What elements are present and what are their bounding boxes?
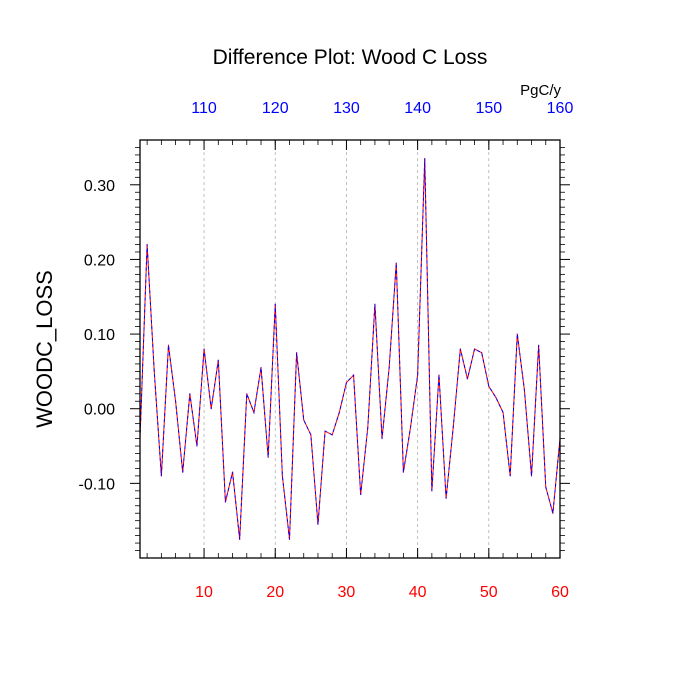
data-point: [288, 538, 291, 540]
series-line-blue: [139, 158, 561, 540]
data-point: [502, 411, 504, 414]
data-point: [189, 393, 191, 395]
data-point: [253, 411, 255, 414]
x-tick-label-top-150: 150: [475, 100, 502, 117]
data-point: [538, 344, 540, 346]
y-tick-label: 0.00: [84, 402, 115, 419]
data-point: [196, 445, 198, 447]
data-point: [481, 352, 483, 354]
series-lines: [139, 158, 561, 540]
data-point: [324, 430, 326, 432]
data-point: [153, 370, 155, 372]
data-point: [331, 434, 333, 436]
data-point: [239, 538, 241, 540]
data-point: [174, 400, 177, 402]
data-point: [260, 367, 262, 369]
x-tick-label-bottom-10: 10: [195, 584, 213, 601]
x-tick-label-top-110: 110: [191, 100, 217, 117]
data-point: [395, 262, 397, 264]
data-point: [274, 303, 276, 305]
x-tick-label-top-140: 140: [404, 100, 431, 117]
data-point: [424, 158, 426, 160]
data-point: [452, 426, 454, 428]
axis-tick-labels: 10 20 30 40 50 60 110 120 130 140 150 160 -0.10 0.00 0…: [79, 100, 574, 601]
data-point: [224, 501, 227, 503]
data-point: [473, 348, 476, 350]
x-tick-label-top-120: 120: [262, 100, 289, 117]
chart-title: Difference Plot: Wood C Loss: [213, 46, 488, 69]
data-point: [438, 374, 440, 376]
data-point: [552, 512, 554, 514]
data-point: [409, 426, 412, 428]
data-point: [310, 434, 312, 436]
data-point: [167, 344, 170, 346]
data-point: [360, 493, 362, 496]
x-tick-label-bottom-30: 30: [338, 584, 356, 601]
data-point: [417, 374, 419, 376]
data-point: [267, 456, 269, 458]
x-tick-label-top-130: 130: [333, 100, 360, 117]
y-tick-label: 0.30: [84, 178, 115, 195]
data-point: [431, 490, 433, 492]
grid-lines: [203, 140, 490, 558]
data-point: [402, 471, 404, 473]
y-tick-label: 0.20: [84, 252, 115, 269]
data-point: [345, 381, 348, 384]
plot-frame: [139, 139, 561, 559]
data-point: [509, 475, 511, 477]
data-point: [516, 333, 518, 335]
data-point: [303, 419, 305, 421]
data-point: [203, 348, 205, 350]
y-tick-label: -0.10: [79, 476, 116, 493]
data-point: [545, 486, 547, 488]
x-tick-label-top-160: 160: [547, 100, 574, 117]
data-point: [367, 426, 369, 428]
data-point: [217, 359, 219, 361]
data-point: [374, 303, 376, 305]
units-label: PgC/y: [520, 82, 561, 99]
y-axis-label: WOODC_LOSS: [32, 270, 57, 428]
x-tick-label-bottom-20: 20: [266, 584, 284, 601]
x-tick-label-bottom-60: 60: [551, 584, 569, 601]
data-point: [466, 378, 469, 380]
data-point: [338, 411, 340, 414]
data-point: [281, 475, 283, 477]
axis-ticks: [130, 140, 570, 558]
data-point: [495, 396, 497, 399]
data-point: [488, 385, 490, 387]
data-point: [381, 437, 383, 440]
data-point: [246, 393, 248, 395]
data-point: [146, 243, 148, 246]
data-point: [459, 348, 461, 350]
data-point: [317, 523, 319, 526]
data-point: [352, 374, 355, 376]
data-point: [445, 497, 447, 499]
data-point: [210, 408, 212, 410]
data-point: [388, 367, 390, 369]
data-point: [530, 475, 533, 477]
data-point: [523, 389, 526, 391]
x-tick-label-bottom-40: 40: [409, 584, 427, 601]
x-tick-label-bottom-50: 50: [480, 584, 498, 601]
series-line-red: [139, 158, 561, 540]
data-point: [160, 475, 162, 477]
y-tick-label: 0.10: [84, 327, 115, 344]
data-point: [182, 471, 184, 473]
data-point: [231, 471, 234, 473]
data-point: [296, 352, 298, 354]
